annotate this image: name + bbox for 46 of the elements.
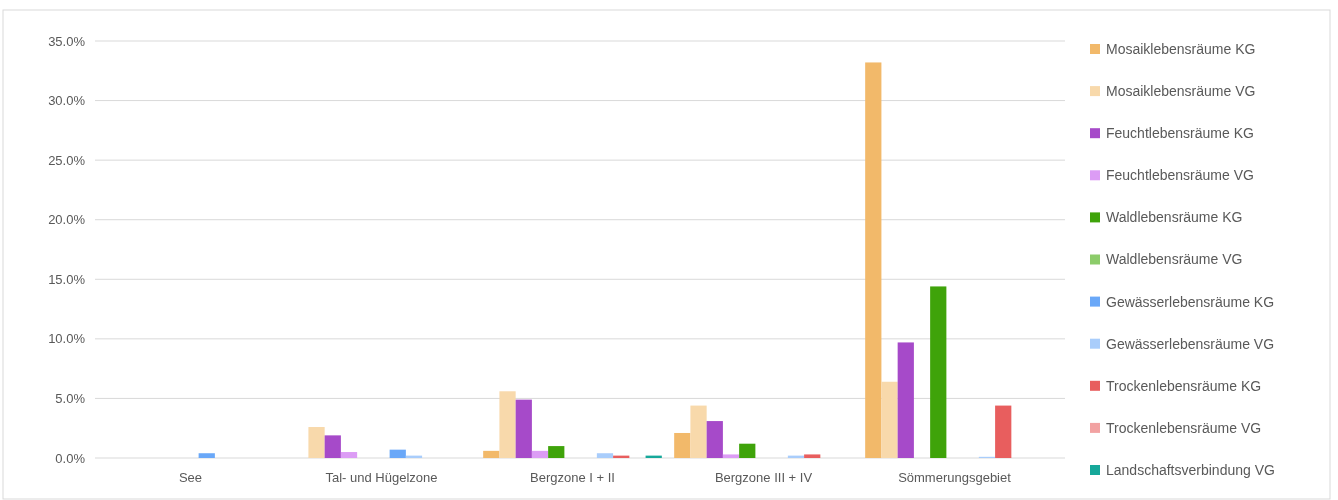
bar xyxy=(596,453,614,458)
bar xyxy=(897,342,914,458)
legend-label: Waldlebensräume KG xyxy=(1106,209,1243,226)
bar xyxy=(324,435,341,458)
bar xyxy=(722,454,740,458)
bar xyxy=(865,62,882,458)
bar xyxy=(548,446,565,458)
x-tick-label: Bergzone I + II xyxy=(530,470,615,485)
y-tick-label: 5.0% xyxy=(55,390,86,406)
y-tick-label: 35.0% xyxy=(48,33,86,49)
legend-label: Mosaiklebensräume KG xyxy=(1106,40,1256,57)
bar xyxy=(531,450,549,458)
legend-label: Gewässerlebensräume VG xyxy=(1106,335,1275,352)
bar xyxy=(706,421,723,458)
y-tick-label: 30.0% xyxy=(48,93,86,109)
x-tick-label: Bergzone III + IV xyxy=(714,470,813,485)
y-tick-label: 20.0% xyxy=(48,212,86,228)
bar xyxy=(690,405,707,458)
legend-label: Landschaftsverbindung VG xyxy=(1106,461,1275,478)
bar xyxy=(308,427,325,458)
bar xyxy=(739,443,756,458)
bar xyxy=(995,405,1012,458)
y-tick-label: 0.0% xyxy=(55,450,86,466)
legend-label: Gewässerlebensräume KG xyxy=(1106,293,1275,310)
bar xyxy=(674,432,691,458)
legend-label: Trockenlebensräume VG xyxy=(1106,419,1262,436)
legend-label: Trockenlebensräume KG xyxy=(1106,377,1262,394)
bar xyxy=(930,286,947,458)
legend-label: Waldlebensräume VG xyxy=(1106,251,1243,268)
bar xyxy=(483,450,500,458)
bar xyxy=(804,454,821,458)
y-tick-label: 15.0% xyxy=(48,271,86,287)
bar xyxy=(881,381,898,458)
x-tick-label: Tal- und Hügelzone xyxy=(325,470,438,485)
bar xyxy=(515,399,532,458)
legend-label: Feuchtlebensräume VG xyxy=(1106,167,1254,184)
y-tick-label: 10.0% xyxy=(48,331,86,347)
legend-label: Mosaiklebensräume VG xyxy=(1106,83,1256,99)
x-tick-label: Sömmerungsgebiet xyxy=(898,470,1012,485)
bar xyxy=(340,452,358,458)
bar xyxy=(389,449,406,458)
y-tick-label: 25.0% xyxy=(48,152,86,168)
bar xyxy=(499,391,516,458)
x-tick-label: See xyxy=(178,470,203,485)
bar xyxy=(198,453,215,458)
legend-label: Feuchtlebensräume KG xyxy=(1106,125,1254,142)
